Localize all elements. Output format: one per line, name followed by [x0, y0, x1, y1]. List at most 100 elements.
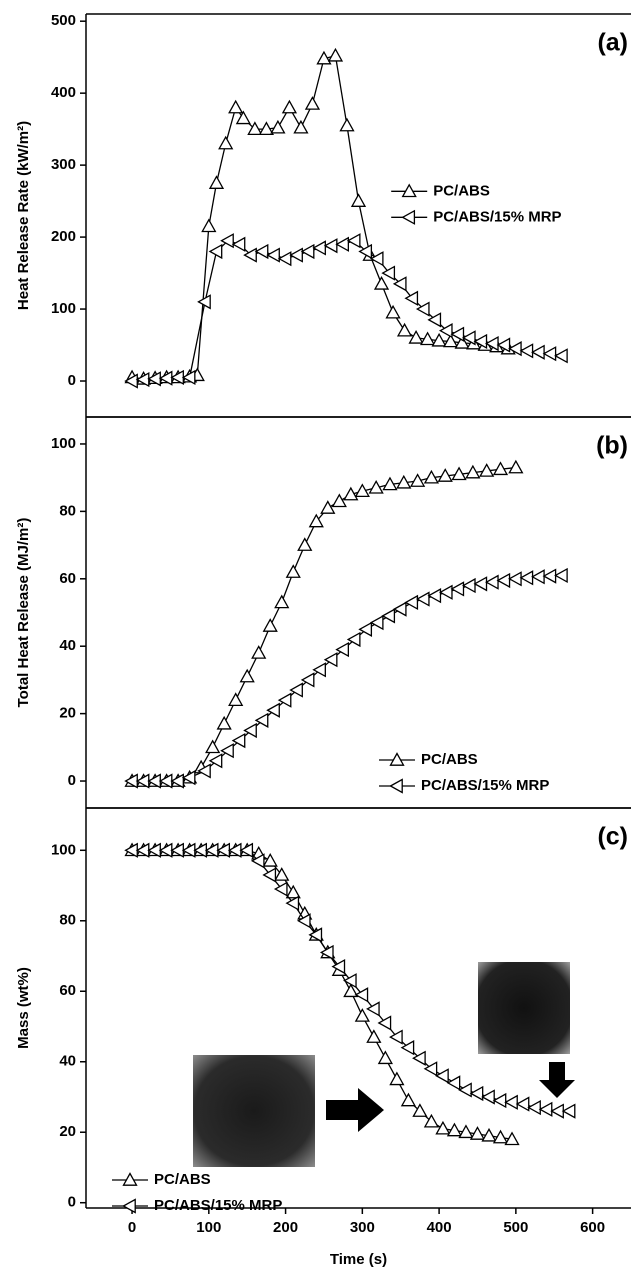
data-marker — [304, 96, 321, 110]
data-marker — [458, 1124, 474, 1139]
x-tick-label: 100 — [196, 1219, 221, 1236]
x-tick-label: 600 — [580, 1219, 605, 1236]
legend-label: PC/ABS/15% MRP — [433, 208, 561, 225]
data-marker — [231, 236, 246, 252]
data-marker — [205, 739, 221, 754]
data-marker — [216, 715, 232, 730]
data-marker — [273, 881, 288, 897]
legend-marker — [389, 752, 405, 766]
data-marker — [458, 1082, 472, 1098]
data-marker — [327, 47, 344, 62]
data-marker — [450, 581, 465, 597]
data-marker — [281, 99, 298, 114]
data-marker — [554, 567, 568, 584]
data-marker — [427, 312, 442, 328]
data-marker — [354, 987, 369, 1003]
data-marker — [297, 537, 313, 551]
legend-marker — [122, 1198, 136, 1214]
data-marker — [312, 662, 326, 678]
data-marker — [262, 618, 278, 632]
series-line — [132, 466, 516, 782]
y-tick-label: 100 — [51, 300, 76, 317]
data-marker — [454, 335, 470, 349]
data-marker — [496, 337, 511, 353]
data-marker — [542, 346, 557, 362]
y-tick-label: 400 — [51, 84, 76, 101]
data-marker — [385, 304, 401, 319]
data-marker — [404, 594, 419, 610]
data-marker — [208, 753, 223, 769]
legend-marker — [122, 1172, 138, 1186]
data-marker — [319, 944, 334, 961]
y-tick-label: 100 — [51, 435, 76, 452]
sample-photo — [193, 1055, 315, 1167]
panel-label: (c) — [597, 823, 628, 851]
data-marker — [274, 867, 290, 881]
data-marker — [531, 569, 545, 585]
data-marker — [208, 243, 223, 260]
data-marker — [354, 1008, 370, 1022]
data-marker — [220, 743, 234, 759]
series-line — [132, 574, 562, 782]
data-marker — [323, 238, 338, 254]
data-marker — [446, 1122, 463, 1137]
y-tick-label: 100 — [51, 841, 76, 858]
data-marker — [243, 722, 257, 739]
data-marker — [358, 621, 373, 637]
data-marker — [350, 193, 367, 207]
data-marker — [369, 251, 384, 267]
y-tick-label: 0 — [68, 372, 76, 389]
data-marker — [358, 243, 373, 260]
data-marker — [366, 1001, 380, 1017]
x-tick-label: 400 — [427, 1219, 452, 1236]
x-tick-label: 0 — [128, 1219, 136, 1236]
data-marker — [262, 853, 278, 867]
data-marker — [124, 373, 138, 389]
data-marker — [220, 233, 234, 249]
y-axis-label: Mass (wt%) — [15, 967, 32, 1049]
data-marker — [289, 682, 303, 698]
data-marker — [296, 913, 311, 929]
legend-label: PC/ABS — [433, 182, 490, 199]
data-marker — [508, 341, 522, 357]
data-marker — [527, 1099, 541, 1116]
data-marker — [197, 294, 211, 310]
data-marker — [492, 1129, 509, 1144]
y-tick-label: 80 — [59, 912, 76, 929]
data-marker — [277, 251, 292, 267]
series-line — [132, 849, 513, 1140]
y-tick-label: 80 — [59, 502, 76, 519]
data-marker — [251, 645, 267, 659]
legend-label: PC/ABS — [154, 1171, 211, 1188]
y-tick-label: 0 — [68, 772, 76, 789]
data-marker — [300, 243, 315, 260]
y-tick-label: 60 — [59, 570, 76, 587]
data-marker — [354, 483, 370, 498]
legend-label: PC/ABS/15% MRP — [154, 1197, 282, 1214]
data-marker — [461, 577, 476, 594]
data-marker — [323, 652, 338, 668]
data-marker — [254, 712, 269, 728]
y-tick-label: 300 — [51, 156, 76, 173]
data-marker — [201, 218, 217, 233]
data-marker — [542, 568, 557, 584]
data-marker — [450, 326, 465, 342]
data-marker — [312, 240, 326, 256]
data-marker — [396, 322, 413, 337]
data-marker — [231, 732, 246, 749]
data-marker — [496, 572, 511, 589]
data-marker — [438, 323, 453, 339]
data-marker — [243, 247, 257, 263]
data-marker — [277, 692, 292, 708]
data-marker — [412, 1050, 426, 1066]
legend-marker — [401, 209, 416, 225]
data-marker — [181, 770, 196, 786]
data-marker — [254, 243, 269, 260]
data-marker — [331, 958, 346, 975]
data-marker — [443, 333, 459, 348]
data-marker — [435, 1120, 451, 1135]
data-marker — [481, 1089, 495, 1105]
data-marker — [538, 1101, 553, 1117]
data-marker — [400, 1092, 416, 1107]
